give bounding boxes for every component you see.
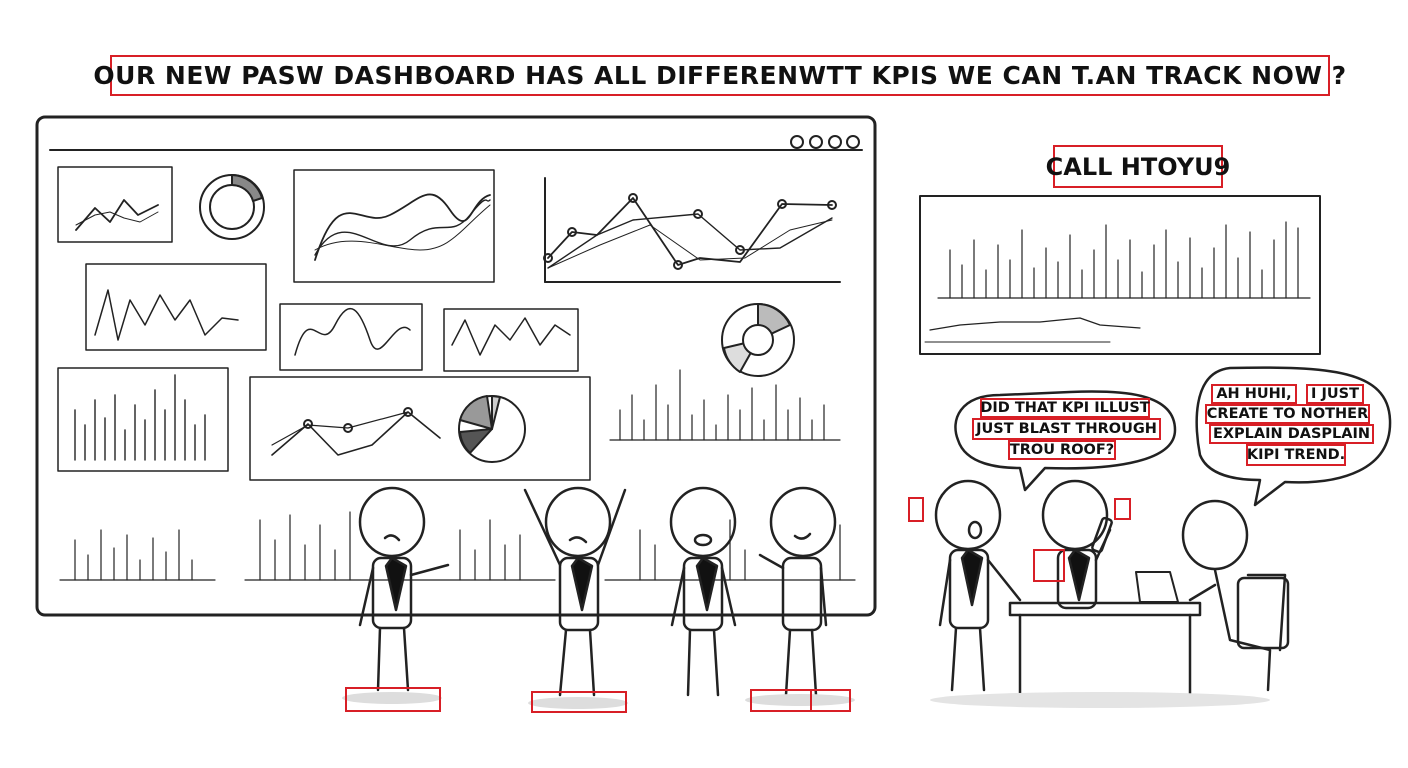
- call-label: CALL HTOYU9: [1046, 145, 1230, 188]
- panel-spike: [85, 263, 267, 351]
- bubble-left-line-1: DiD THAT KPi ILLUST: [980, 398, 1150, 418]
- laptop: [1129, 571, 1191, 604]
- stick-figure-4: [758, 486, 837, 697]
- bubble-right-line-2: CREATE TO NOTHER: [1205, 404, 1370, 424]
- bubble-right-line-3: EXPLAIN DASPLAIN: [1209, 424, 1374, 444]
- highlight-feet-2: [531, 691, 627, 713]
- panel-zigzag: [443, 308, 579, 372]
- panel-bars-left: [57, 367, 229, 472]
- stick-figure-6: [1041, 479, 1113, 610]
- stick-figure-1: [358, 486, 450, 692]
- stick-figure-5: [934, 479, 1022, 692]
- panel-curve: [293, 169, 495, 283]
- panel-line-pie: [249, 376, 591, 481]
- panel-line-small: [57, 166, 173, 243]
- panel-bars-right: [609, 369, 841, 441]
- stick-figure-7: [1181, 499, 1290, 692]
- highlight-exclaim-right: [1114, 498, 1131, 520]
- right-bar-chart: [937, 221, 1311, 299]
- highlight-feet-1: [345, 687, 441, 712]
- highlight-feet-4: [810, 689, 851, 712]
- speech-bubble-left: [954, 390, 1177, 492]
- bubble-right-line-4: KiPi TREND.: [1246, 444, 1346, 466]
- panel-line-large: [543, 177, 841, 283]
- highlight-feet-3: [750, 689, 812, 712]
- speech-bubble-right: [1195, 366, 1392, 507]
- bubble-left-line-2: JUST BLAST THROUGH: [972, 418, 1161, 440]
- caption-title: OUR NEW PASW DASHBOARD HAS ALL DIFFERENW…: [93, 55, 1346, 96]
- pie-chart-top: [721, 303, 795, 377]
- stick-figure-3: [669, 486, 737, 697]
- panel-wave: [279, 303, 423, 371]
- bubble-right-line-1b: I JUST: [1306, 384, 1364, 404]
- pie-chart-middle: [458, 395, 526, 463]
- right-line-chart: [929, 317, 1141, 331]
- highlight-hand: [1033, 549, 1065, 582]
- stick-figure-2: [523, 486, 627, 697]
- bubble-right-line-1a: AH HUHi,: [1211, 384, 1297, 404]
- bubble-left-line-3: TROU ROOF?: [1008, 440, 1116, 460]
- highlight-exclaim-left: [908, 497, 924, 522]
- dashboard-board: [35, 115, 877, 617]
- right-chart-frame: [919, 195, 1321, 355]
- desk: [1008, 601, 1202, 704]
